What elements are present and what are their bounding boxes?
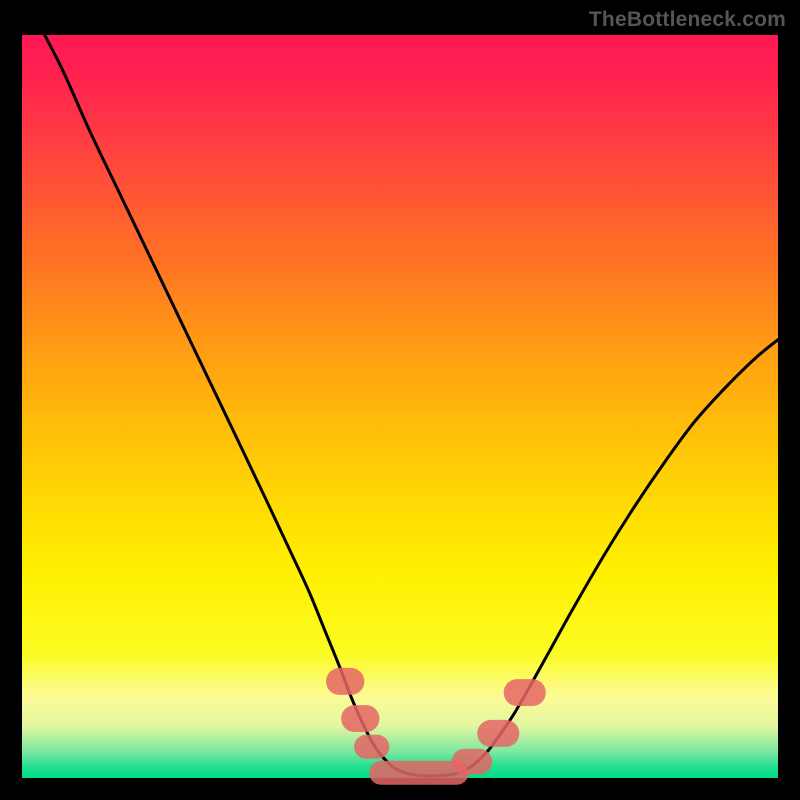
watermark-label: TheBottleneck.com	[589, 8, 786, 32]
chart-container: TheBottleneck.com	[0, 0, 800, 800]
bottleneck-chart	[0, 0, 800, 800]
